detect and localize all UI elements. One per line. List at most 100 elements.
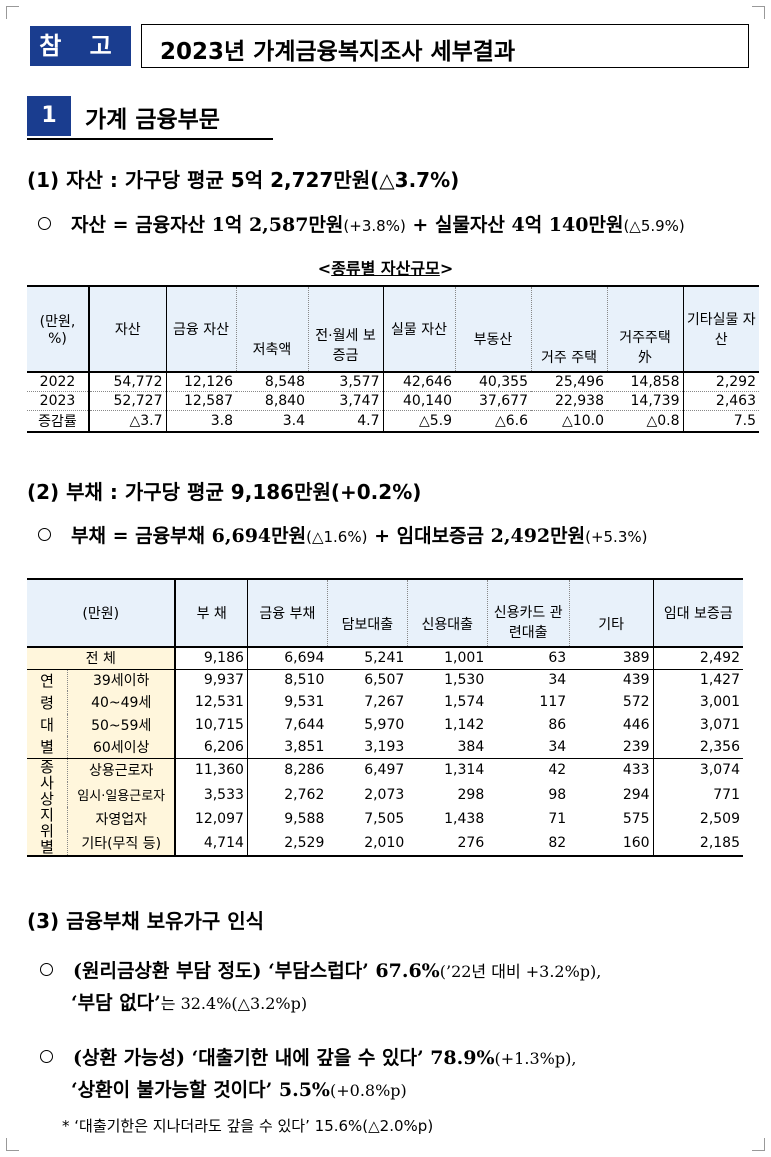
- cell: 12,097: [175, 806, 248, 832]
- cell: 3,071: [699, 716, 740, 733]
- table-row-total: 전 체 9,186 6,694 5,241 1,001 63 389 2,492: [27, 647, 743, 670]
- table-row: 40~49세 12,531 9,531 7,267 1,574 117 572 …: [27, 691, 743, 714]
- savings-col-header: 저축액: [236, 285, 309, 373]
- row-label: 기타(무직 등): [67, 831, 177, 857]
- cell: 2,463: [683, 390, 759, 410]
- cell: △6.6: [455, 409, 531, 433]
- asset-table: (만원, %) 자산 금융 자산 저축액 전·월세 보증금 실물 자산 부동산 …: [27, 285, 759, 433]
- cell: 1,314: [444, 762, 485, 779]
- caption-text: 종류별 자산규모: [331, 259, 440, 278]
- cell: 2,529: [247, 831, 328, 857]
- section-underline: [27, 138, 273, 140]
- cell: 6,694: [247, 647, 328, 670]
- no-burden-value: 는 32.4%(△3.2%p): [160, 994, 308, 1013]
- cell: 771: [713, 786, 740, 803]
- repayment-bullet: (상환 가능성) ‘대출기한 내에 갚을 수 있다’ 78.9%(+1.3%p)…: [40, 1043, 760, 1070]
- real-asset-formula: + 실물자산 4억 140만원: [405, 214, 624, 236]
- cell: 12,531: [175, 691, 248, 714]
- fin-debt-col-header: 금융 부채: [247, 578, 328, 648]
- title-box: [141, 24, 749, 68]
- cell: 2,492: [653, 647, 743, 670]
- cell: 160: [569, 831, 654, 857]
- row-label: 60세이상: [67, 735, 177, 759]
- cell: 6,507: [364, 672, 405, 689]
- cell: 389: [569, 647, 654, 670]
- assets-formula: 자산 = 금융자산 1억 2,587만원: [71, 214, 344, 236]
- table-row: 종사상지위별 상용근로자 11,360 8,286 6,497 1,314 42…: [27, 758, 743, 857]
- unable-change: (+0.8%p): [329, 1081, 407, 1100]
- table-row: 2023 52,727 12,587 8,840 3,747 40,140 37…: [27, 390, 759, 410]
- real-asset-change: (△5.9%): [623, 217, 685, 235]
- no-burden-quote: ‘부담 없다’: [71, 992, 161, 1014]
- table-row: 임시·일용근로자 3,533 2,762 2,073 298 98 294 77…: [27, 782, 743, 807]
- fin-asset-change: (+3.8%): [343, 217, 406, 235]
- page-corner-mark: [6, 1138, 19, 1151]
- repayment-line2: ‘상환이 불가능할 것이다’ 5.5%(+0.8%p): [71, 1075, 407, 1102]
- assets-heading: (1) 자산 : 가구당 평균 5억 2,727만원(△3.7%): [27, 168, 460, 192]
- cell: 2,185: [653, 831, 743, 857]
- cell: 9,186: [175, 647, 248, 670]
- cell: 4.7: [308, 409, 384, 433]
- row-label: 2022: [27, 372, 90, 391]
- row-label: 전 체: [27, 647, 177, 670]
- cell: 9,588: [284, 810, 325, 827]
- real-asset-col-header: 실물 자산: [383, 285, 456, 373]
- cell: 1,574: [444, 694, 485, 711]
- fin-debt-change: (△1.6%): [306, 528, 368, 546]
- row-label: 임시·일용근로자: [67, 782, 177, 807]
- cell: 54,772: [89, 372, 167, 391]
- bullet-circle-icon: [40, 963, 53, 976]
- footnote: * ‘대출기한은 지나더라도 갚을 수 있다’ 15.6%(△2.0%p): [62, 1117, 434, 1135]
- cell: 1,142: [444, 716, 485, 733]
- cell: 3,851: [247, 735, 328, 759]
- table-row: 증감률 △3.7 3.8 3.4 4.7 △5.9 △6.6 △10.0 △0.…: [27, 409, 759, 433]
- cell: 22,938: [531, 390, 607, 410]
- row-label: 40~49세: [67, 691, 177, 714]
- cell: 82: [487, 831, 570, 857]
- bullet-circle-icon: [38, 217, 51, 230]
- cell: 2,010: [327, 831, 408, 857]
- realestate-col-header: 부동산: [455, 285, 532, 373]
- table-row: 50~59세 10,715 7,644 5,970 1,142 86 446 3…: [27, 713, 743, 736]
- cell: 3.4: [236, 409, 308, 433]
- debt-table: (만원) 부 채 금융 부채 담보대출 신용대출 신용카드 관련대출 기타 임대…: [27, 578, 743, 857]
- cell: 40,355: [479, 373, 528, 390]
- lease-deposit-change: (+5.3%): [585, 528, 648, 546]
- burden-quote: ‘부담스럽다’ 67.6%: [261, 960, 440, 982]
- table-row: 연령대별 39세이하 9,937 8,510 6,507 1,530 34 43…: [27, 669, 743, 759]
- deposit-col-header: 전·월세 보증금: [308, 285, 384, 373]
- cell: 8,840: [236, 390, 308, 410]
- burden-bullet: (원리금상환 부담 정도) ‘부담스럽다’ 67.6%(’22년 대비 +3.2…: [40, 956, 760, 983]
- row-label: 2023: [27, 390, 90, 410]
- cell: 3,074: [699, 762, 740, 779]
- debt-unit-header: (만원): [27, 578, 177, 648]
- cell: 3,533: [175, 782, 248, 807]
- cell: 14,858: [607, 372, 684, 391]
- bullet-circle-icon: [40, 1050, 53, 1063]
- cell: 86: [548, 716, 567, 733]
- age-group-label: 연령대별: [27, 669, 68, 759]
- cell: 433: [569, 758, 654, 783]
- row-label: 상용근로자: [67, 758, 177, 783]
- asset-col-header: 자산: [89, 285, 167, 373]
- cell: △5.9: [383, 409, 455, 433]
- asset-unit-header: (만원, %): [27, 285, 90, 373]
- cell: 7,505: [364, 810, 405, 827]
- cell: 42,646: [403, 373, 452, 390]
- cell: 6,206: [175, 735, 248, 759]
- nonresidence-col-header: 거주주택 外: [607, 285, 684, 373]
- cell: 2,292: [715, 373, 756, 390]
- section-number: 1: [27, 96, 71, 136]
- row-label: 자영업자: [67, 806, 177, 832]
- debt-heading: (2) 부채 : 가구당 평균 9,186만원(+0.2%): [27, 480, 422, 504]
- table-row: 자영업자 12,097 9,588 7,505 1,438 71 575 2,5…: [27, 806, 743, 832]
- assets-bullet: 자산 = 금융자산 1억 2,587만원(+3.8%) + 실물자산 4억 14…: [38, 210, 685, 237]
- cell: 12,587: [166, 390, 236, 410]
- row-label: 50~59세: [67, 713, 177, 736]
- cell: 439: [569, 669, 654, 692]
- fin-asset-col-header: 금융 자산: [166, 285, 237, 373]
- repayment-quote: ‘대출기한 내에 갚을 수 있다’ 78.9%: [185, 1047, 495, 1069]
- cell: 3,001: [699, 694, 740, 711]
- table-row: 기타(무직 등) 4,714 2,529 2,010 276 82 160 2,…: [27, 831, 743, 857]
- credit-col-header: 신용대출: [407, 578, 488, 648]
